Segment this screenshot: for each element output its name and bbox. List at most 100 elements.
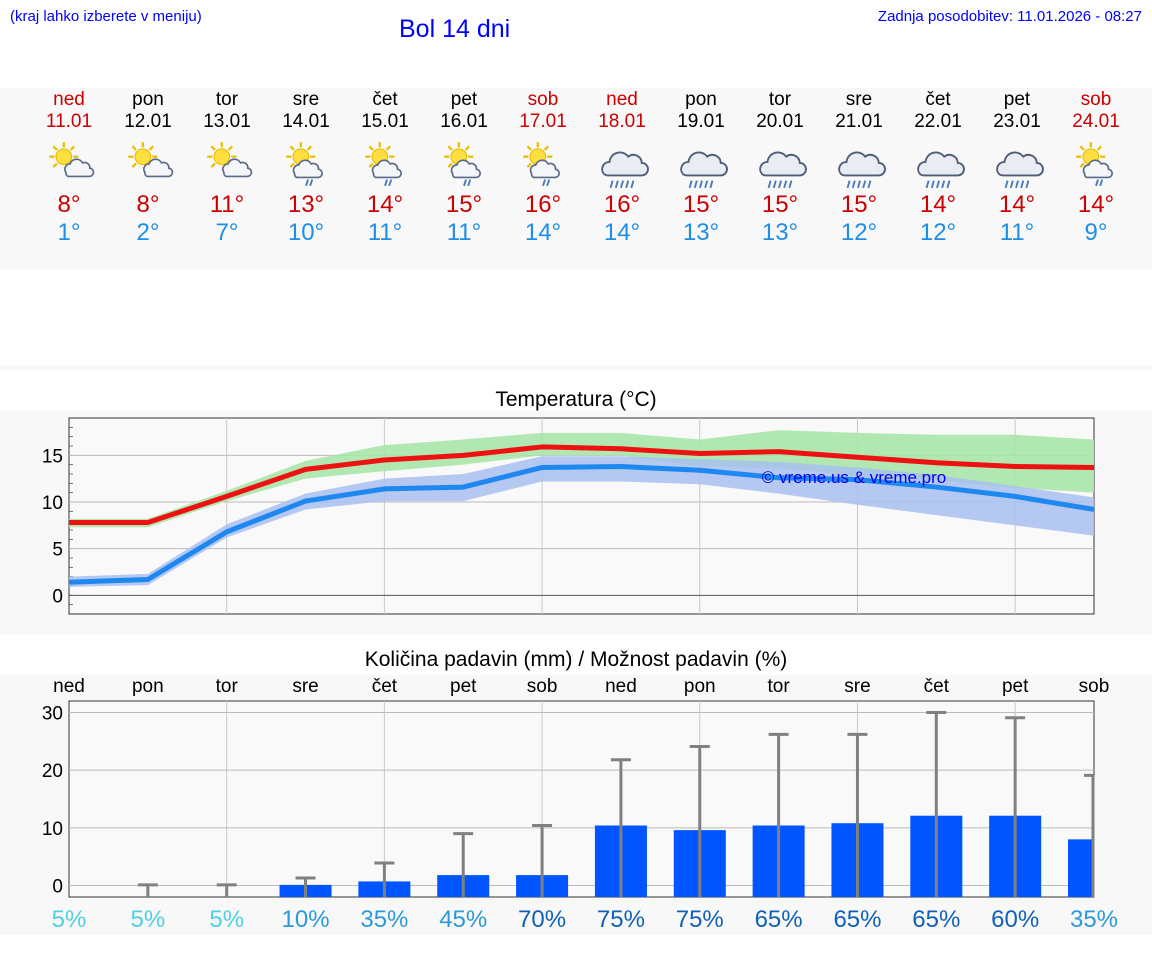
min-temperature: 14° <box>603 219 641 246</box>
category-label: sob <box>527 676 558 697</box>
y-tick-label: 5 <box>52 540 63 561</box>
day-column: pon 12.01 8° 2° <box>109 88 188 247</box>
sun-shape <box>207 142 237 168</box>
day-date: 16.01 <box>440 111 488 132</box>
sun-cloud-rain-icon <box>286 142 323 187</box>
day-name: čet <box>925 89 951 110</box>
day-date: 18.01 <box>598 111 646 132</box>
temperature-chart: 0 5 10 15 © vreme.us & vreme.pro <box>42 417 1095 615</box>
sun-cloud-icon <box>49 142 95 178</box>
cloud-rain-icon <box>759 151 807 189</box>
precipitation-probability: 35% <box>1070 906 1118 933</box>
day-date: 12.01 <box>124 111 172 132</box>
min-temperature: 12° <box>840 219 878 246</box>
precipitation-chart: ned pon tor sre čet pet sob ned pon tor sre čet pet s… <box>42 676 1118 933</box>
min-temperature: 14° <box>524 219 562 246</box>
precipitation-probability: 5% <box>209 906 244 933</box>
sun-shape <box>523 142 553 168</box>
max-temperature: 15° <box>682 191 720 218</box>
precipitation-bar <box>1068 839 1094 897</box>
daily-forecast-row: ned 11.01 8° 1° pon 12.01 8° 2° tor 13.01 11° 7°… <box>0 88 1152 270</box>
min-temperature: 9° <box>1084 219 1108 246</box>
min-temperature: 7° <box>215 219 239 246</box>
category-label: ned <box>605 676 637 697</box>
sun-shape <box>128 142 158 168</box>
last-updated: Zadnja posodobitev: 11.01.2026 - 08:27 <box>877 8 1142 25</box>
sun-cloud-rain-icon <box>444 142 481 187</box>
day-name: ned <box>606 89 638 110</box>
day-column: pet 16.01 15° 11° <box>425 88 504 247</box>
max-temperature: 16° <box>603 191 641 218</box>
min-temperature: 11° <box>367 219 403 246</box>
day-name: pet <box>450 89 478 110</box>
day-column: čet 15.01 14° 11° <box>346 88 425 247</box>
location-menu-hint[interactable]: (kraj lahko izberete v meniju) <box>10 8 202 25</box>
precipitation-probability: 5% <box>131 906 166 933</box>
y-tick-label: 0 <box>52 586 63 607</box>
sun-cloud-rain-icon <box>365 142 402 187</box>
day-column: sre 14.01 13° 10° <box>267 88 346 247</box>
max-temperature: 14° <box>998 191 1036 218</box>
day-column: ned 11.01 8° 1° <box>30 88 109 247</box>
max-temperature: 8° <box>57 191 81 218</box>
category-label: čet <box>372 676 398 697</box>
sun-shape <box>286 142 316 168</box>
page-title: Bol 14 dni <box>399 15 511 43</box>
y-tick-label: 20 <box>42 761 63 782</box>
max-temperature: 11° <box>209 191 245 218</box>
precipitation-probability: 75% <box>676 906 724 933</box>
day-column: sre 21.01 15° 12° <box>820 88 899 247</box>
day-name: sre <box>292 89 320 110</box>
category-label: ned <box>53 676 85 697</box>
day-date: 13.01 <box>203 111 251 132</box>
day-date: 11.01 <box>45 111 93 132</box>
precipitation-probability: 10% <box>282 906 330 933</box>
sun-shape <box>365 142 395 168</box>
min-temperature: 11° <box>999 219 1035 246</box>
precipitation-probability: 5% <box>52 906 87 933</box>
max-temperature: 15° <box>840 191 878 218</box>
category-label: tor <box>768 676 791 697</box>
category-label: sre <box>292 676 318 697</box>
y-tick-label: 10 <box>42 819 63 840</box>
precipitation-probability: 75% <box>597 906 645 933</box>
day-name: sob <box>527 89 559 110</box>
temperature-chart-title: Temperatura (°C) <box>495 388 657 411</box>
category-label: sre <box>844 676 870 697</box>
day-name: sob <box>1080 89 1112 110</box>
day-name: tor <box>768 89 792 110</box>
max-temperature: 13° <box>287 191 325 218</box>
min-temperature: 2° <box>136 219 160 246</box>
day-column: pon 19.01 15° 13° <box>662 88 741 247</box>
precipitation-probability: 60% <box>991 906 1039 933</box>
day-column: ned 18.01 16° 14° <box>583 88 662 247</box>
day-date: 19.01 <box>677 111 725 132</box>
max-temperature: 16° <box>524 191 562 218</box>
category-label: tor <box>216 676 239 697</box>
day-column: sob 17.01 16° 14° <box>504 88 583 247</box>
sun-cloud-rain-icon <box>1076 142 1113 187</box>
sun-cloud-rain-icon <box>523 142 560 187</box>
y-tick-label: 30 <box>42 704 63 725</box>
category-label: pet <box>450 676 477 697</box>
min-temperature: 10° <box>287 219 325 246</box>
day-date: 20.01 <box>756 111 804 132</box>
category-label: pet <box>1002 676 1029 697</box>
category-label: čet <box>924 676 950 697</box>
sun-shape <box>49 142 79 168</box>
copyright-annotation: © vreme.us & vreme.pro <box>762 468 946 487</box>
day-name: čet <box>372 89 398 110</box>
day-date: 15.01 <box>361 111 409 132</box>
max-temperature: 14° <box>919 191 957 218</box>
day-date: 17.01 <box>519 111 567 132</box>
day-column: tor 13.01 11° 7° <box>188 88 267 247</box>
max-temperature: 14° <box>366 191 404 218</box>
day-name: tor <box>215 89 239 110</box>
precipitation-chart-title: Količina padavin (mm) / Možnost padavin … <box>364 648 788 671</box>
day-column: sob 24.01 14° 9° <box>1057 88 1136 247</box>
y-tick-label: 15 <box>42 446 63 467</box>
y-tick-label: 0 <box>52 876 63 897</box>
sun-cloud-icon <box>207 142 253 178</box>
precipitation-probability: 70% <box>518 906 566 933</box>
day-date: 23.01 <box>993 111 1041 132</box>
